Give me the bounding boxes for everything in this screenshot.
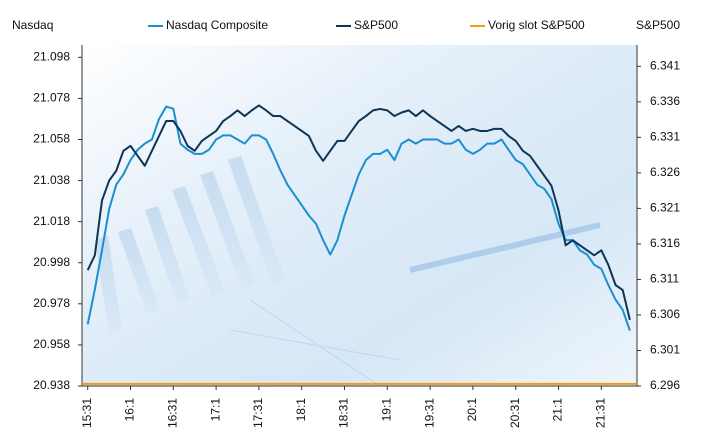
x-tick-label: 15:31 [80, 398, 94, 428]
y-tick-label: 21.018 [33, 214, 70, 228]
y2-tick-label: 6.306 [650, 307, 680, 321]
y-tick-label: 21.058 [33, 132, 70, 146]
x-tick-label: 17:1 [208, 398, 222, 422]
legend-label: S&P500 [354, 18, 398, 32]
y-tick-label: 21.038 [33, 173, 70, 187]
y-tick-label: 20.998 [33, 255, 70, 269]
y2-tick-label: 6.296 [650, 378, 680, 392]
x-tick-label: 19:1 [379, 398, 393, 422]
y2-tick-label: 6.316 [650, 236, 680, 250]
x-tick-label: 16:31 [165, 398, 179, 428]
x-tick-label: 20:31 [508, 398, 522, 428]
y2-tick-label: 6.326 [650, 165, 680, 179]
y2-axis-title: S&P500 [636, 18, 680, 32]
y2-tick-label: 6.341 [650, 58, 680, 72]
x-tick-label: 16:1 [123, 398, 137, 422]
y-tick-label: 20.978 [33, 296, 70, 310]
y-tick-label: 21.098 [33, 49, 70, 63]
y2-tick-label: 6.331 [650, 130, 680, 144]
plot-background [82, 45, 637, 386]
x-tick-label: 19:31 [422, 398, 436, 428]
y-tick-label: 20.958 [33, 337, 70, 351]
y2-tick-label: 6.301 [650, 343, 680, 357]
y-tick-label: 20.938 [33, 378, 70, 392]
series-line [86, 104, 631, 321]
x-tick-label: 21:31 [594, 398, 608, 428]
y2-tick-label: 6.336 [650, 94, 680, 108]
y-tick-label: 21.078 [33, 91, 70, 105]
background-decoration [95, 156, 601, 387]
x-tick-label: 18:1 [294, 398, 308, 422]
x-tick-label: 21:1 [551, 398, 565, 422]
x-tick-label: 20:1 [465, 398, 479, 422]
y2-tick-label: 6.311 [650, 272, 679, 286]
y2-tick-label: 6.321 [650, 201, 680, 215]
legend-label: Nasdaq Composite [166, 18, 268, 32]
legend-label: Vorig slot S&P500 [488, 18, 585, 32]
x-tick-label: 17:31 [251, 398, 265, 428]
x-tick-label: 18:31 [337, 398, 351, 428]
y-axis-title: Nasdaq [12, 18, 53, 32]
series-line [86, 105, 631, 331]
